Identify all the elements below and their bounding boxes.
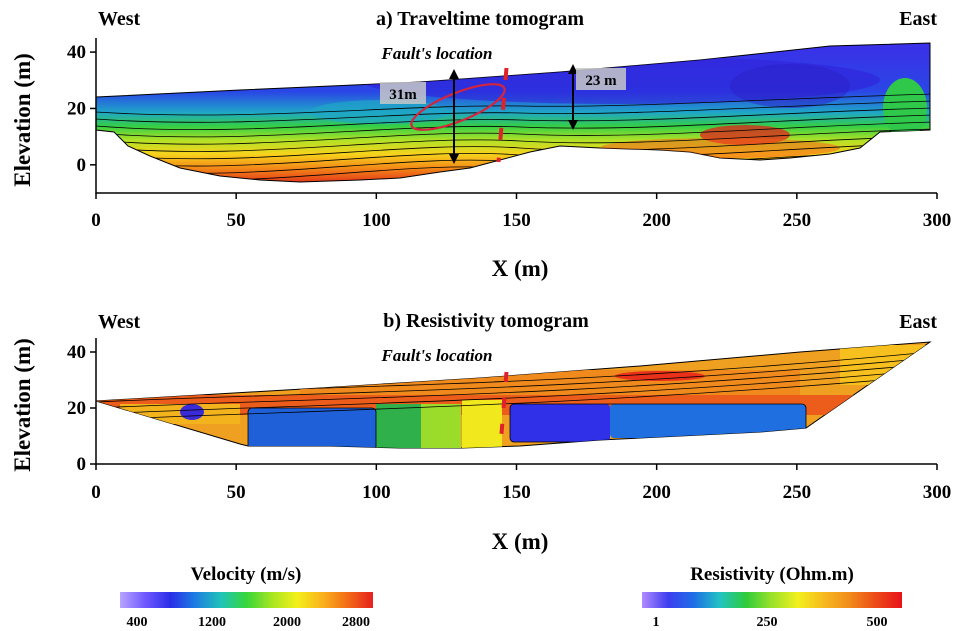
yellow-fault-block [462, 400, 502, 448]
velocity-tick-label: 2800 [342, 615, 370, 630]
blue-block-1 [248, 408, 376, 448]
fault-label-a: Fault's location [381, 44, 493, 63]
blue-block-3 [610, 404, 806, 438]
ytick-label-a: 0 [77, 155, 87, 176]
xtick-label-b: 0 [91, 482, 101, 503]
resistivity-tick-label: 250 [757, 615, 778, 630]
depth-label-bg-right [576, 68, 626, 90]
xlabel-b: X (m) [492, 529, 549, 554]
ytick-label-a: 20 [67, 98, 86, 119]
xtick-label-b: 150 [502, 482, 531, 503]
resistivity-contour [96, 375, 930, 421]
resistivity-contours [96, 351, 930, 448]
resistivity-contour [96, 369, 930, 415]
velocity-contour [96, 114, 930, 138]
xtick-label-a: 200 [642, 210, 671, 231]
ytick-label-a: 40 [67, 42, 86, 63]
velocity-contour [96, 100, 930, 123]
east-label-a: East [899, 8, 937, 30]
fault-label-b: Fault's location [381, 346, 493, 365]
fault-zone-ellipse [410, 83, 506, 131]
green-anomaly-east [883, 78, 927, 138]
west-label-a: West [98, 8, 141, 30]
title-a: a) Traveltime tomogram [376, 8, 584, 30]
depth-label-left: 31m [389, 87, 417, 103]
east-label-b: East [899, 311, 937, 333]
lightgreen-block [421, 404, 461, 448]
velocity-colorbar-gradient [120, 592, 373, 608]
velocity-colorbar: Velocity (m/s) 400 1200 2000 2800 [120, 564, 373, 630]
axes-a: 0 50 100 150 200 250 300 0 20 40 [67, 38, 951, 231]
velocity-contour [96, 121, 930, 145]
ytick-label-b: 0 [77, 454, 87, 475]
orange-band-east [600, 138, 840, 158]
xlabel-a: X (m) [492, 256, 549, 281]
ylabel-a: Elevation (m) [10, 53, 35, 187]
title-b: b) Resistivity tomogram [383, 310, 589, 332]
velocity-colorbar-ticks: 400 1200 2000 2800 [127, 615, 371, 630]
resistivity-colorbar-ticks: 1 250 500 [653, 615, 888, 630]
depth-label-bg-left [380, 82, 426, 104]
ylabel-b: Elevation (m) [10, 338, 35, 472]
velocity-tick-label: 400 [127, 615, 148, 630]
resistivity-colorbar-gradient [642, 592, 902, 608]
resistivity-colorbar-title: Resistivity (Ohm.m) [690, 564, 854, 585]
xtick-label-a: 300 [923, 210, 952, 231]
fault-line-b [498, 371, 509, 447]
red-anomaly [615, 371, 705, 381]
blue-anomaly-east [730, 64, 850, 108]
blue-block-2 [510, 404, 610, 442]
xtick-label-b: 200 [642, 482, 671, 503]
tomogram-a: 31m 23 m Fault's location [95, 42, 931, 183]
ytick-label-b: 40 [67, 342, 86, 363]
resistivity-tick-label: 500 [867, 615, 888, 630]
xtick-label-a: 100 [362, 210, 391, 231]
resistivity-colorbar: Resistivity (Ohm.m) 1 250 500 [642, 564, 902, 630]
velocity-contour [96, 107, 930, 130]
depth-label-right: 23 m [585, 73, 617, 89]
panel-resistivity: West b) Resistivity tomogram East F [10, 310, 951, 554]
xtick-label-b: 100 [362, 482, 391, 503]
velocity-contour [96, 128, 930, 152]
panel-traveltime: West a) Traveltime tomogram East [10, 8, 951, 281]
blue-anomaly-west [180, 404, 204, 420]
tomogram-b: Fault's location [95, 341, 932, 449]
west-label-b: West [98, 311, 141, 333]
xtick-label-a: 50 [227, 210, 246, 231]
xtick-label-a: 150 [502, 210, 531, 231]
ytick-label-b: 20 [67, 398, 86, 419]
xtick-label-a: 250 [783, 210, 812, 231]
axes-b: 0 50 100 150 200 250 300 0 20 40 [67, 338, 951, 503]
xtick-label-b: 250 [783, 482, 812, 503]
green-block [376, 404, 421, 448]
velocity-colorbar-title: Velocity (m/s) [191, 564, 302, 585]
resistivity-contour [247, 407, 377, 448]
velocity-contour [96, 135, 930, 160]
velocity-tick-label: 1200 [198, 615, 226, 630]
xtick-label-b: 50 [227, 482, 246, 503]
xtick-label-a: 0 [91, 210, 101, 231]
resistivity-contour [96, 357, 930, 403]
depth-arrowheads-left [449, 69, 459, 164]
velocity-contour [96, 93, 930, 116]
resistivity-tick-label: 1 [653, 615, 660, 630]
resistivity-contour [96, 363, 930, 409]
xtick-label-b: 300 [923, 482, 952, 503]
velocity-tick-label: 2000 [273, 615, 301, 630]
